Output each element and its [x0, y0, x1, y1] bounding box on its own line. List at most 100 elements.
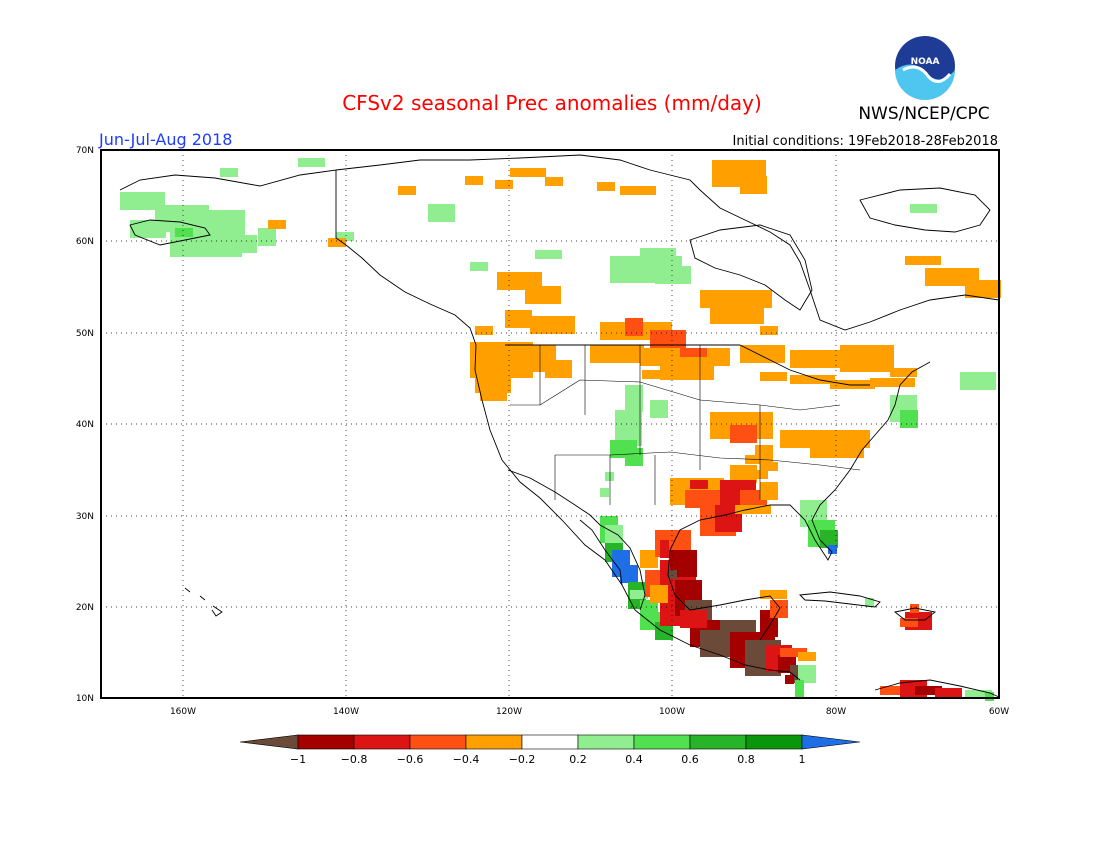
anomaly-cell [680, 348, 707, 357]
noaa-logo-text: NOAA [911, 57, 940, 67]
anomaly-cell [690, 480, 708, 489]
anomaly-cell [640, 248, 676, 266]
anomaly-cell [798, 652, 816, 661]
anomaly-cell [760, 462, 778, 471]
initial-conditions-label: Initial conditions: 19Feb2018-28Feb2018 [733, 134, 998, 149]
anomaly-cell [480, 392, 507, 401]
colorbar-arrow-high [801, 734, 861, 750]
anomaly-cell [258, 228, 276, 246]
anomaly-cell [740, 345, 785, 363]
agency-label: NWS/NCEP/CPC [858, 104, 989, 124]
noaa-logo: NOAA [895, 36, 955, 100]
colorbar-tick-label: 0.6 [681, 753, 699, 766]
anomaly-cell [505, 310, 532, 328]
colorbar-segment [745, 734, 803, 750]
anomaly-cell [545, 360, 572, 378]
anomaly-cell [120, 192, 165, 210]
lat-label-70n: 70N [76, 146, 94, 156]
anomaly-cell [597, 182, 615, 191]
colorbar-arrow-low [239, 734, 299, 750]
anomaly-cell [828, 545, 837, 554]
anomaly-cell [640, 550, 658, 568]
anomaly-cell [130, 220, 166, 238]
colorbar-tick-label: −0.4 [453, 753, 480, 766]
lat-label-60n: 60N [76, 237, 94, 247]
colorbar: −1 −0.8 −0.6 −0.4 −0.2 0.2 0.4 0.6 0.8 1 [239, 734, 861, 766]
anomaly-cell [785, 675, 794, 684]
anomaly-cell [840, 345, 894, 372]
anomaly-cell [760, 326, 778, 335]
colorbar-segment [521, 734, 579, 750]
anomaly-cell [428, 204, 455, 222]
anomaly-cell [905, 256, 941, 265]
anomaly-cell [530, 316, 575, 334]
lon-label-60w: 60W [989, 707, 1009, 717]
anomaly-cell [650, 330, 686, 348]
anomaly-cell [268, 220, 286, 229]
anomaly-cell [820, 530, 838, 548]
colorbar-segment [297, 734, 355, 750]
state-borders [510, 345, 861, 505]
anomaly-cell [650, 585, 668, 603]
colorbar-segment [689, 734, 747, 750]
lat-label-10n: 10N [76, 694, 94, 704]
anomaly-cell [965, 280, 1001, 298]
anomaly-cell [642, 370, 669, 379]
anomaly-cell [470, 262, 488, 271]
anomaly-cell [660, 362, 714, 380]
season-label: Jun-Jul-Aug 2018 [98, 130, 232, 149]
anomaly-cell [465, 176, 483, 185]
colorbar-tick-label: 0.4 [625, 753, 643, 766]
anomaly-cell [730, 425, 757, 443]
map-frame [100, 149, 1000, 699]
anomaly-cell [200, 210, 245, 237]
anomaly-cell [965, 690, 992, 699]
anomaly-cell [655, 622, 673, 640]
lon-label-80w: 80W [826, 707, 846, 717]
chart-title: CFSv2 seasonal Prec anomalies (mm/day) [342, 91, 762, 115]
colorbar-segment [409, 734, 467, 750]
anomaly-cell [175, 228, 193, 237]
anomaly-cell [535, 250, 562, 259]
anomaly-cell [600, 488, 609, 497]
lon-label-100w: 100W [659, 707, 685, 717]
anomaly-cell [760, 482, 778, 500]
colorbar-segment [353, 734, 411, 750]
colorbar-tick-label: 0.2 [569, 753, 587, 766]
anomaly-cell [525, 286, 561, 304]
anomaly-cell [935, 688, 962, 697]
lat-label-40n: 40N [76, 420, 94, 430]
anomaly-cell [830, 380, 875, 389]
anomaly-cell [865, 598, 874, 607]
anomaly-cell [985, 692, 994, 701]
anomaly-cell [620, 565, 638, 583]
anomaly-cell [780, 648, 807, 657]
anomaly-cell [900, 410, 918, 428]
anomaly-cell [497, 272, 542, 290]
anomaly-cell [760, 590, 787, 599]
anomaly-cell [890, 368, 917, 377]
anomaly-cell [650, 400, 668, 418]
anomaly-cell [510, 168, 546, 177]
colorbar-segment [465, 734, 523, 750]
colorbar-tick-label: −1 [290, 753, 306, 766]
anomaly-cell [795, 680, 804, 698]
colorbar-tick-label: −0.2 [509, 753, 536, 766]
anomaly-cell [798, 665, 816, 683]
map-panel [100, 149, 1001, 701]
anomaly-cell [625, 318, 643, 336]
anomaly-cell [790, 375, 835, 384]
anomaly-cell [655, 266, 691, 284]
anomaly-cell [880, 686, 907, 695]
anomaly-cell [710, 306, 764, 324]
lat-label-50n: 50N [76, 329, 94, 339]
anomaly-cell [605, 472, 614, 481]
colorbar-tick-label: −0.6 [397, 753, 424, 766]
anomaly-cell [605, 525, 623, 543]
anomaly-cell [545, 177, 563, 186]
lat-label-20n: 20N [76, 603, 94, 613]
anomaly-cell [915, 686, 942, 695]
lon-label-160w: 160W [170, 707, 196, 717]
colorbar-tick-label: −0.8 [341, 753, 368, 766]
